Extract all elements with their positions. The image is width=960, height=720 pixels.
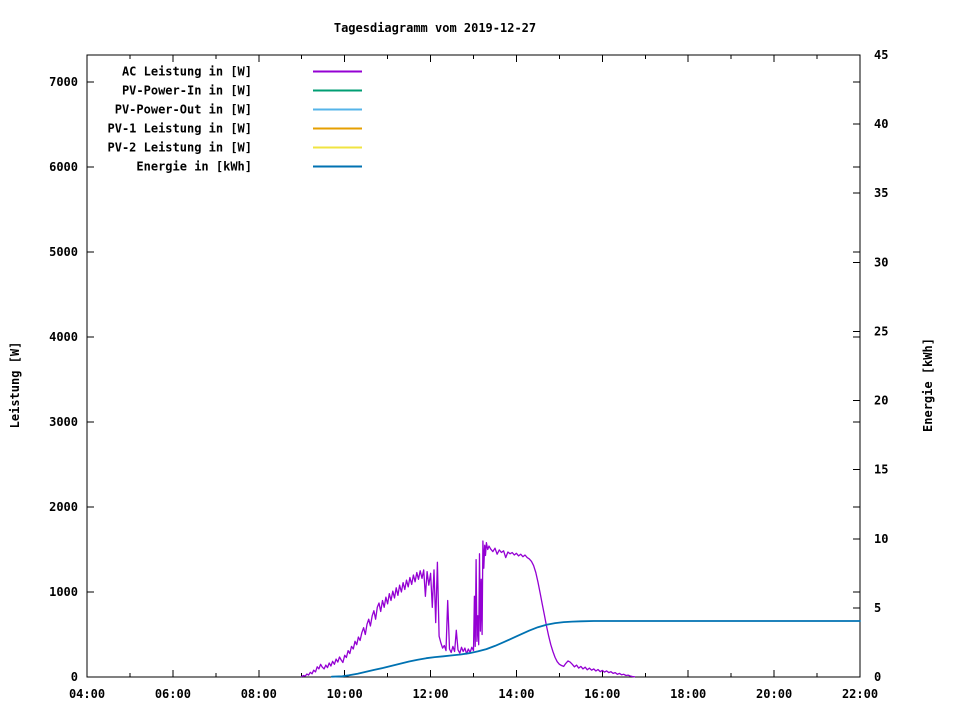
y2-tick-label: 30 [874,255,888,269]
x-tick-label: 08:00 [241,687,277,701]
legend-label: AC Leistung in [W] [122,65,252,79]
y2-tick-label: 35 [874,186,888,200]
legend-label: PV-Power-Out in [W] [115,103,252,117]
y2-tick-label: 20 [874,394,888,408]
legend-label: PV-1 Leistung in [W] [108,122,253,136]
x-tick-label: 04:00 [69,687,105,701]
y2-tick-label: 15 [874,463,888,477]
x-tick-label: 20:00 [756,687,792,701]
legend-label: PV-Power-In in [W] [122,84,252,98]
x-tick-label: 10:00 [327,687,363,701]
y2-tick-label: 40 [874,117,888,131]
y-tick-label: 5000 [49,245,78,259]
series-line-energie-in-kwh- [330,620,861,678]
x-tick-label: 06:00 [155,687,191,701]
x-tick-label: 12:00 [412,687,448,701]
y2-tick-label: 45 [874,48,888,62]
y-tick-label: 3000 [49,415,78,429]
x-tick-label: 22:00 [842,687,878,701]
legend-label: PV-2 Leistung in [W] [108,141,253,155]
series-line-ac-leistung-in-w- [301,540,636,678]
y2-tick-label: 5 [874,601,881,615]
chart-title: Tagesdiagramm vom 2019-12-27 [333,21,537,35]
x-tick-label: 18:00 [670,687,706,701]
y-tick-label: 1000 [49,585,78,599]
y2-tick-label: 0 [874,670,881,684]
x-tick-label: 16:00 [584,687,620,701]
y-tick-label: 6000 [49,160,78,174]
y-tick-label: 7000 [49,75,78,89]
y2-tick-label: 25 [874,324,888,338]
y-tick-label: 0 [71,670,78,684]
y-tick-label: 2000 [49,500,78,514]
legend-label: Energie in [kWh] [136,160,252,174]
y-tick-label: 4000 [49,330,78,344]
x-tick-label: 14:00 [498,687,534,701]
y2-tick-label: 10 [874,532,888,546]
